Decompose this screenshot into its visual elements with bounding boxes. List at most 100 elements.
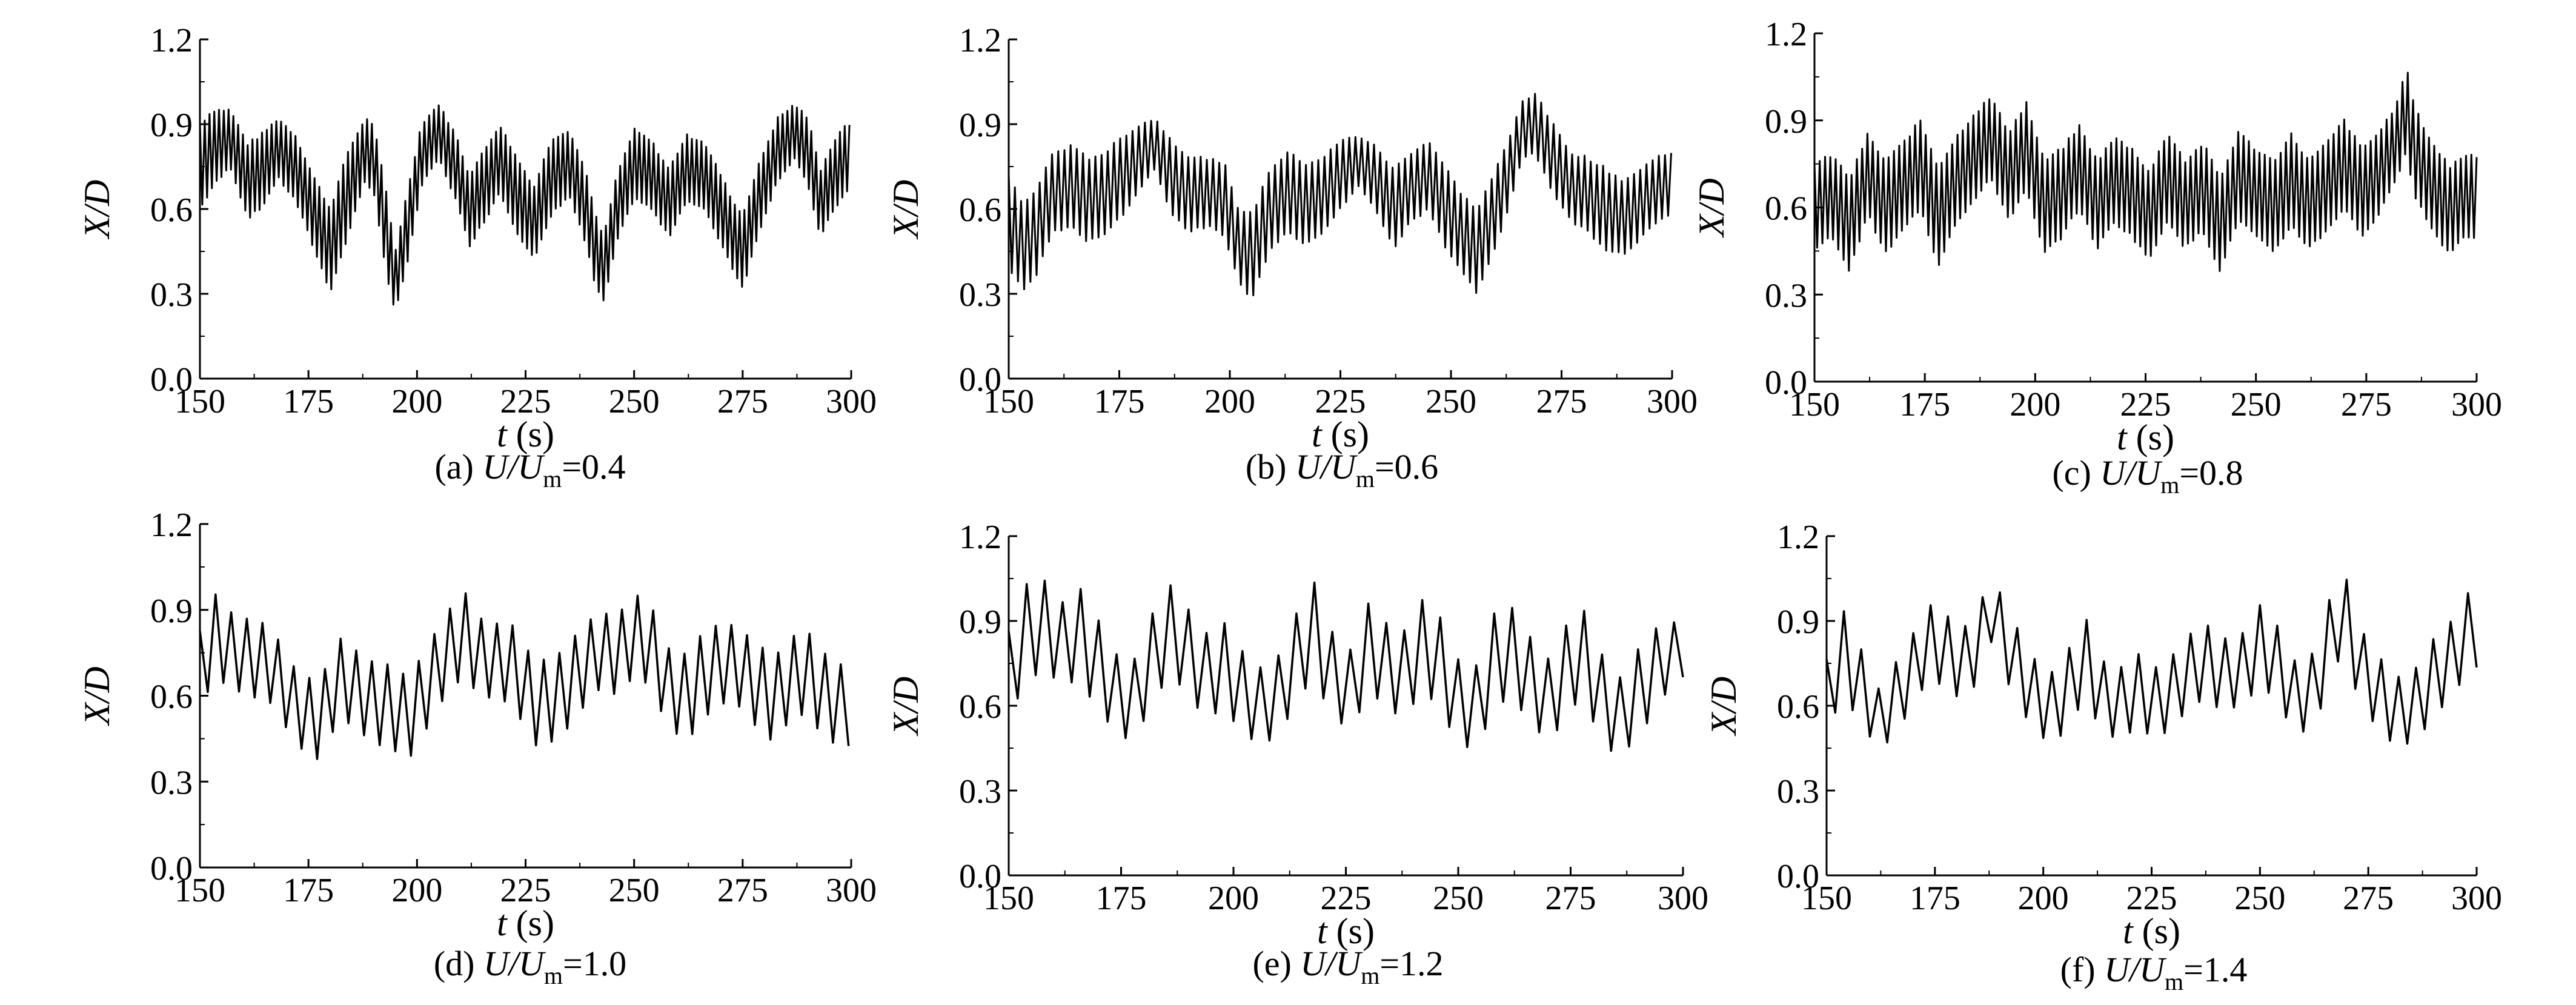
- x-tick-label: 225: [500, 872, 551, 909]
- y-tick-label: 0.0: [1765, 364, 1807, 402]
- y-tick-label: 1.2: [1777, 519, 1819, 556]
- x-tick-label: 175: [1899, 386, 1950, 423]
- x-tick-label: 175: [283, 383, 334, 420]
- panel-caption: (f) U/Um=1.4: [2060, 950, 2248, 995]
- x-tick-label: 150: [983, 880, 1034, 917]
- x-tick-label: 275: [2341, 386, 2392, 423]
- x-tick-label: 300: [2451, 880, 2502, 917]
- y-axis-label: X/D: [77, 180, 117, 240]
- y-tick-label: 0.9: [1777, 603, 1819, 641]
- x-axis-label: t (s): [1312, 414, 1369, 454]
- y-tick-label: 0.9: [959, 107, 1001, 144]
- x-tick-label: 275: [717, 383, 768, 420]
- x-tick-label: 175: [283, 872, 334, 909]
- y-tick-label: 0.0: [150, 361, 193, 399]
- y-tick-label: 0.3: [150, 764, 193, 801]
- y-tick-label: 1.2: [959, 519, 1001, 556]
- x-tick-label: 200: [391, 383, 442, 420]
- y-tick-label: 0.0: [1777, 858, 1819, 895]
- x-tick-label: 150: [1789, 386, 1840, 423]
- panel-caption: (b) U/Um=0.6: [1246, 447, 1438, 493]
- y-tick-label: 0.3: [150, 276, 193, 314]
- panel-caption: (d) U/Um=1.0: [434, 944, 626, 989]
- y-axis-label: X/D: [1704, 677, 1744, 737]
- series-line: [1813, 71, 2478, 272]
- x-axis-label: t (s): [2117, 417, 2174, 457]
- x-tick-label: 300: [826, 383, 877, 420]
- y-tick-label: 0.9: [150, 592, 193, 630]
- panel-caption: (e) U/Um=1.2: [1252, 944, 1443, 989]
- x-axis-label: t (s): [497, 903, 554, 943]
- x-tick-label: 300: [1647, 383, 1698, 420]
- x-axis-label: t (s): [497, 414, 554, 454]
- panel-d: 0.0 0.3 0.6 0.9 1.2 150 175 200 225 250 275 300 t (s…: [77, 506, 877, 989]
- panel-e: 0.0 0.3 0.6 0.9 1.2 150 175 200 225 250 275 300 t (s…: [886, 519, 1708, 989]
- x-tick-label: 250: [609, 872, 660, 909]
- y-axis-label: X/D: [886, 677, 926, 737]
- y-tick-label: 1.2: [959, 22, 1001, 59]
- x-tick-label: 200: [1204, 383, 1255, 420]
- panel-caption: (c) U/Um=0.8: [2052, 453, 2243, 499]
- y-tick-label: 0.6: [959, 191, 1001, 229]
- panel-f: 0.0 0.3 0.6 0.9 1.2 150 175 200 225 250 275 300 t (s…: [1704, 519, 2502, 995]
- x-tick-label: 250: [609, 383, 660, 420]
- y-axis-label: X/D: [77, 666, 117, 726]
- x-tick-label: 275: [2343, 880, 2394, 917]
- y-tick-label: 0.0: [959, 361, 1001, 399]
- series-line: [199, 592, 850, 760]
- series-line: [1007, 579, 1684, 752]
- panel-a: 0.0 0.3 0.6 0.9 1.2 150 175 200 225 250 275 300 t (s…: [77, 22, 877, 493]
- x-tick-label: 250: [1426, 383, 1476, 420]
- y-tick-label: 0.6: [959, 688, 1001, 726]
- x-tick-label: 200: [1208, 880, 1259, 917]
- x-tick-label: 250: [2234, 880, 2285, 917]
- y-tick-label: 0.9: [959, 603, 1001, 641]
- x-axis-label: t (s): [2123, 911, 2180, 951]
- y-tick-label: 1.2: [150, 22, 193, 59]
- x-axis-label: t (s): [1317, 911, 1375, 951]
- panels-group: 0.0 0.3 0.6 0.9 1.2 150 175 200 225 250 275 300 t (s…: [77, 16, 2502, 995]
- x-tick-label: 150: [1801, 880, 1852, 917]
- panel-caption: (a) U/Um=0.4: [434, 447, 625, 493]
- y-tick-label: 0.0: [959, 858, 1001, 895]
- series-line: [1007, 93, 1672, 296]
- x-tick-label: 150: [983, 383, 1034, 420]
- x-tick-label: 225: [1321, 880, 1372, 917]
- y-tick-label: 0.3: [959, 773, 1001, 811]
- x-tick-label: 175: [1094, 383, 1145, 420]
- y-tick-label: 0.9: [1765, 103, 1807, 141]
- y-tick-label: 0.3: [1777, 773, 1819, 811]
- x-tick-label: 175: [1096, 880, 1147, 917]
- y-tick-label: 0.6: [150, 191, 193, 229]
- y-tick-label: 1.2: [150, 506, 193, 544]
- series-line: [199, 104, 851, 306]
- y-tick-label: 0.6: [1765, 190, 1807, 228]
- y-tick-label: 0.6: [1777, 688, 1819, 726]
- x-tick-label: 300: [2451, 386, 2502, 423]
- panel-c: 0.0 0.3 0.6 0.9 1.2 150 175 200 225 250 275 300 t (s…: [1691, 16, 2502, 499]
- y-axis-label: X/D: [1691, 178, 1731, 238]
- x-tick-label: 275: [717, 872, 768, 909]
- x-tick-label: 150: [174, 872, 225, 909]
- y-tick-label: 0.9: [150, 107, 193, 144]
- x-tick-label: 225: [2126, 880, 2177, 917]
- y-tick-label: 0.6: [150, 678, 193, 716]
- x-tick-label: 225: [1315, 383, 1366, 420]
- y-axis-label: X/D: [886, 180, 926, 240]
- y-tick-label: 0.0: [150, 850, 193, 887]
- x-tick-label: 225: [2120, 386, 2171, 423]
- x-tick-label: 200: [391, 872, 442, 909]
- x-tick-label: 250: [1433, 880, 1484, 917]
- x-tick-label: 225: [500, 383, 551, 420]
- x-tick-label: 175: [1910, 880, 1960, 917]
- x-tick-label: 200: [2018, 880, 2069, 917]
- x-tick-label: 200: [2010, 386, 2060, 423]
- x-tick-label: 300: [1658, 880, 1708, 917]
- y-tick-label: 0.3: [959, 276, 1001, 314]
- x-tick-label: 150: [174, 383, 225, 420]
- y-tick-label: 1.2: [1765, 16, 1807, 53]
- x-tick-label: 275: [1536, 383, 1587, 420]
- x-tick-label: 250: [2231, 386, 2282, 423]
- x-tick-label: 300: [826, 872, 877, 909]
